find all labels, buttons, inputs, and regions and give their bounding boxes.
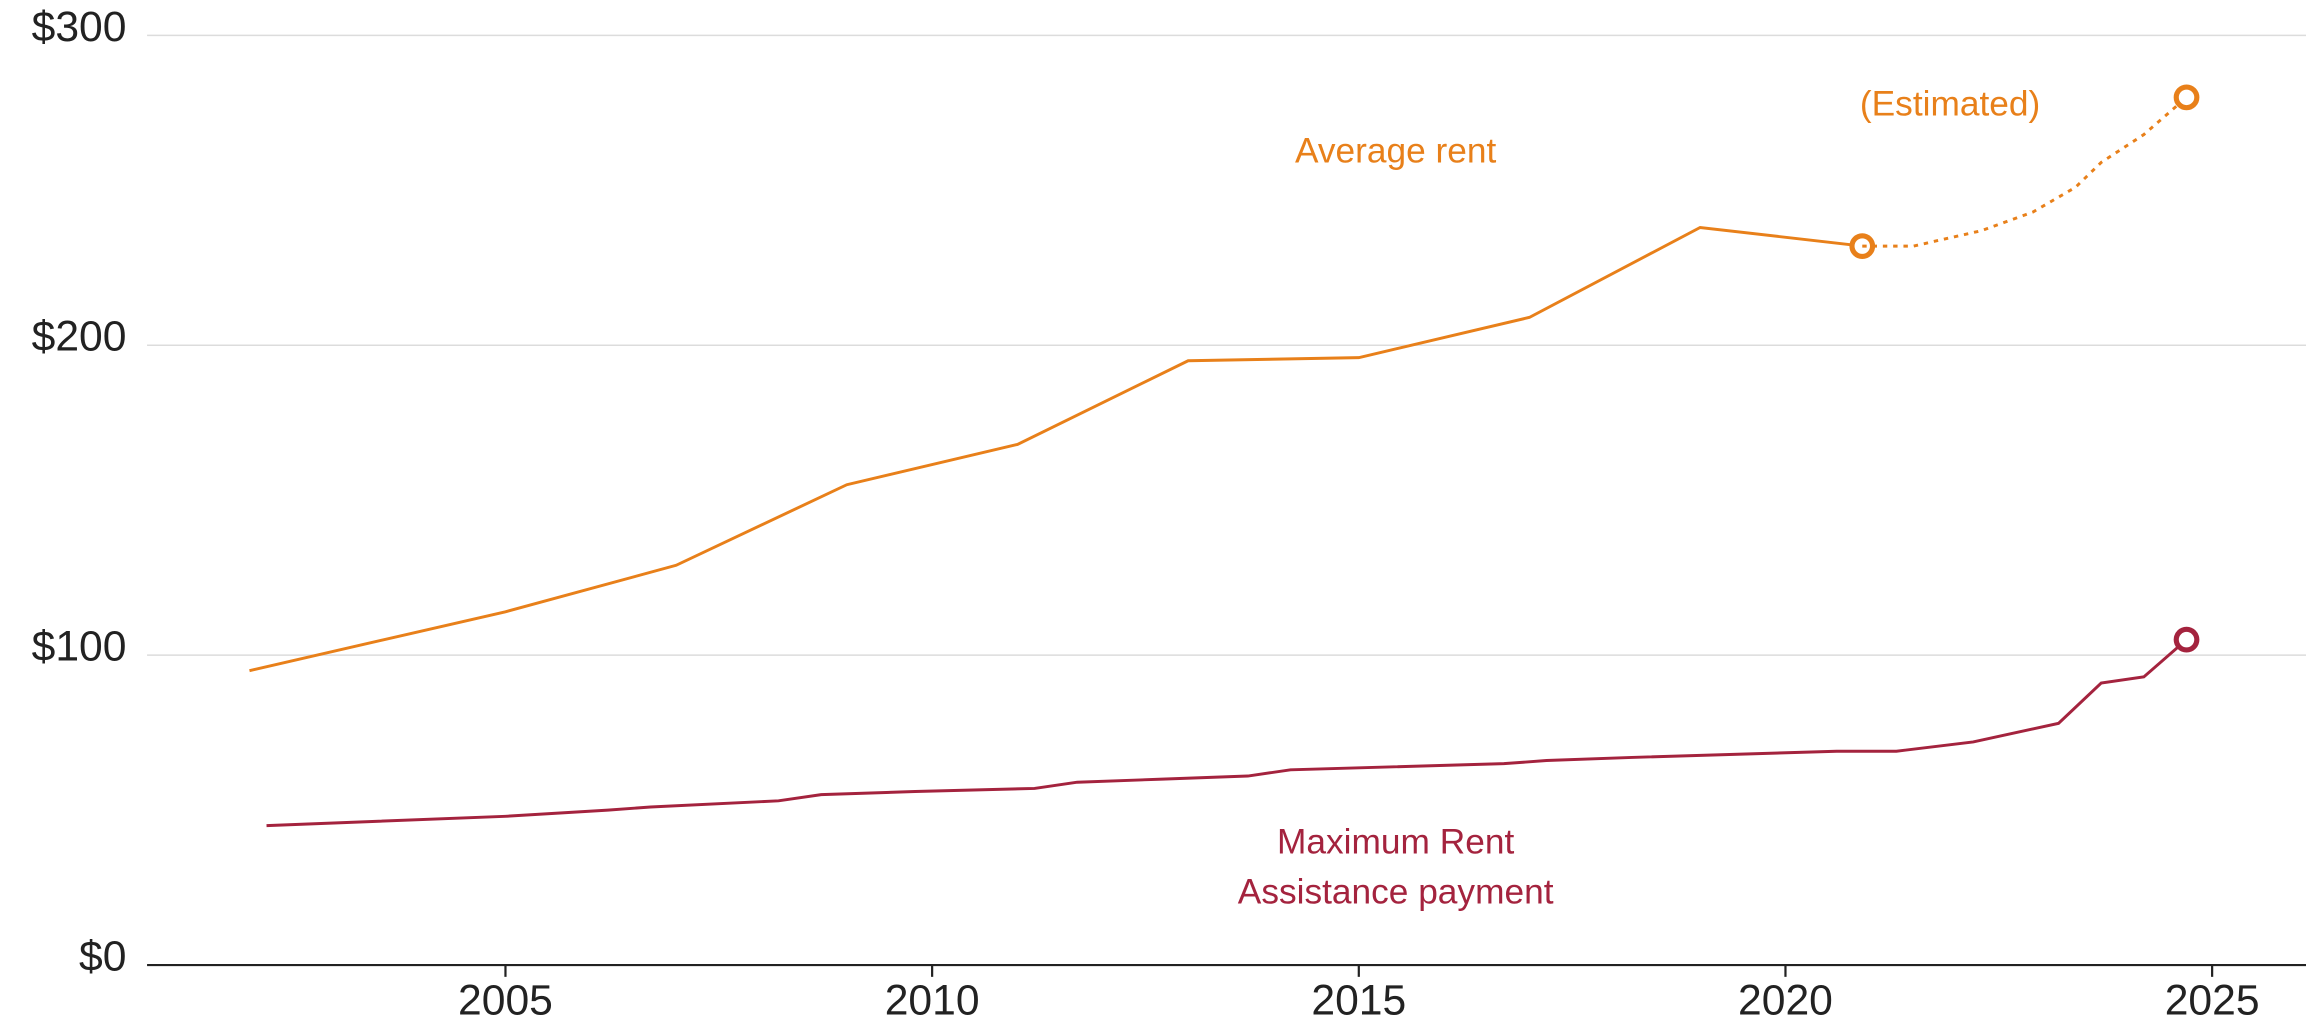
y-tick-label: $300 — [32, 3, 127, 51]
series-label: Average rent — [1295, 132, 1497, 171]
y-tick-label: $0 — [79, 932, 126, 980]
y-tick-label: $100 — [32, 623, 127, 671]
end-marker — [2173, 84, 2200, 111]
line — [1862, 96, 2188, 248]
x-tick-label: 2015 — [1311, 977, 1406, 1024]
series-label: Maximum Rent — [1277, 823, 1514, 862]
line — [249, 225, 1863, 673]
end-marker — [2173, 626, 2200, 653]
x-tick-label: 2025 — [2165, 977, 2260, 1024]
x-tick-label: 2020 — [1738, 977, 1833, 1024]
series-label: Assistance payment — [1238, 873, 1554, 912]
x-tick-label: 2010 — [885, 977, 980, 1024]
series-label: (Estimated) — [1860, 84, 2040, 123]
x-tick-label: 2005 — [458, 977, 553, 1024]
y-tick-label: $200 — [32, 313, 127, 361]
line — [266, 638, 2188, 828]
